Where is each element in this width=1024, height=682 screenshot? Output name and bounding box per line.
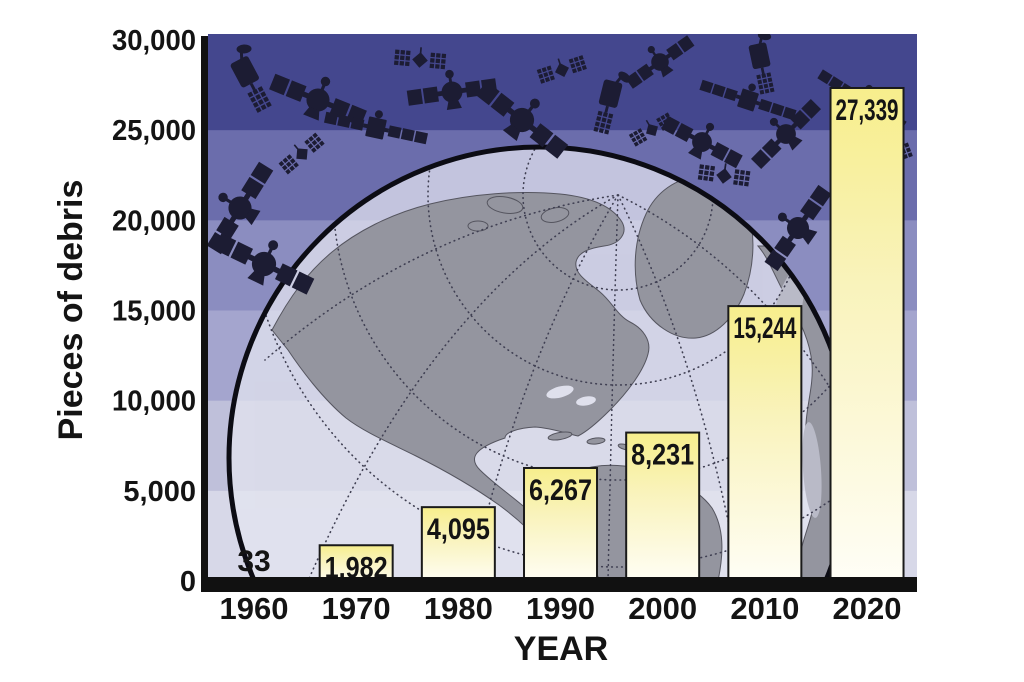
plot-area: 33 1,982 4,095 6,267 8,231 15,244 27,339 <box>208 34 917 584</box>
x-tick-label: 1960 <box>220 591 289 626</box>
y-tick-label: 30,000 <box>112 25 196 57</box>
bar-1970 <box>318 544 394 581</box>
bar-value-label: 15,244 <box>733 312 796 345</box>
y-tick-label: 5,000 <box>123 476 196 508</box>
earth-land-arctic-island <box>467 220 489 232</box>
bar-value-label: 6,267 <box>529 474 592 507</box>
bar-2010 <box>727 305 803 581</box>
great-lakes <box>576 396 596 406</box>
x-tick-label: 1980 <box>424 591 493 626</box>
x-axis-line <box>201 577 917 592</box>
y-tick-label: 10,000 <box>112 386 196 418</box>
bar-series: 33 1,982 4,095 6,267 8,231 15,244 27,339 <box>216 86 905 584</box>
bar-2000 <box>625 431 701 581</box>
x-tick-label: 2010 <box>730 591 799 626</box>
earth-land-caribbean-island <box>586 437 606 445</box>
earth-land-north-america <box>271 191 650 546</box>
x-tick-label: 1990 <box>526 591 595 626</box>
bar-1990 <box>523 466 599 581</box>
x-tick-label: 1970 <box>322 591 391 626</box>
y-axis-title: Pieces of debris <box>52 180 90 441</box>
bar-2020 <box>829 86 905 581</box>
y-tick-label: 20,000 <box>112 205 196 237</box>
y-axis-line <box>201 36 208 592</box>
y-tick-label: 15,000 <box>112 296 196 328</box>
bar-value-label: 33 <box>237 545 270 578</box>
bar-value-label: 8,231 <box>631 439 694 472</box>
y-axis-ticks: 0 5,000 10,000 15,000 20,000 25,000 30,000 <box>112 25 196 598</box>
bar-value-label: 27,339 <box>836 94 899 127</box>
earth-land-caribbean-island <box>547 431 573 441</box>
earth-land-ice-edge <box>802 422 822 518</box>
bar-value-label: 4,095 <box>427 513 490 546</box>
earth-land-arctic-island <box>486 196 524 214</box>
x-axis-title: YEAR <box>514 630 608 668</box>
x-axis-ticks: 1960 1970 1980 1990 2000 2010 2020 <box>220 591 902 626</box>
y-tick-label: 25,000 <box>112 115 196 147</box>
bar-value-label: 1,982 <box>325 551 388 584</box>
y-tick-label: 0 <box>180 566 196 598</box>
great-lakes <box>546 385 574 399</box>
x-tick-label: 2000 <box>628 591 697 626</box>
bar-1980 <box>420 506 496 581</box>
x-tick-label: 2020 <box>833 591 902 626</box>
